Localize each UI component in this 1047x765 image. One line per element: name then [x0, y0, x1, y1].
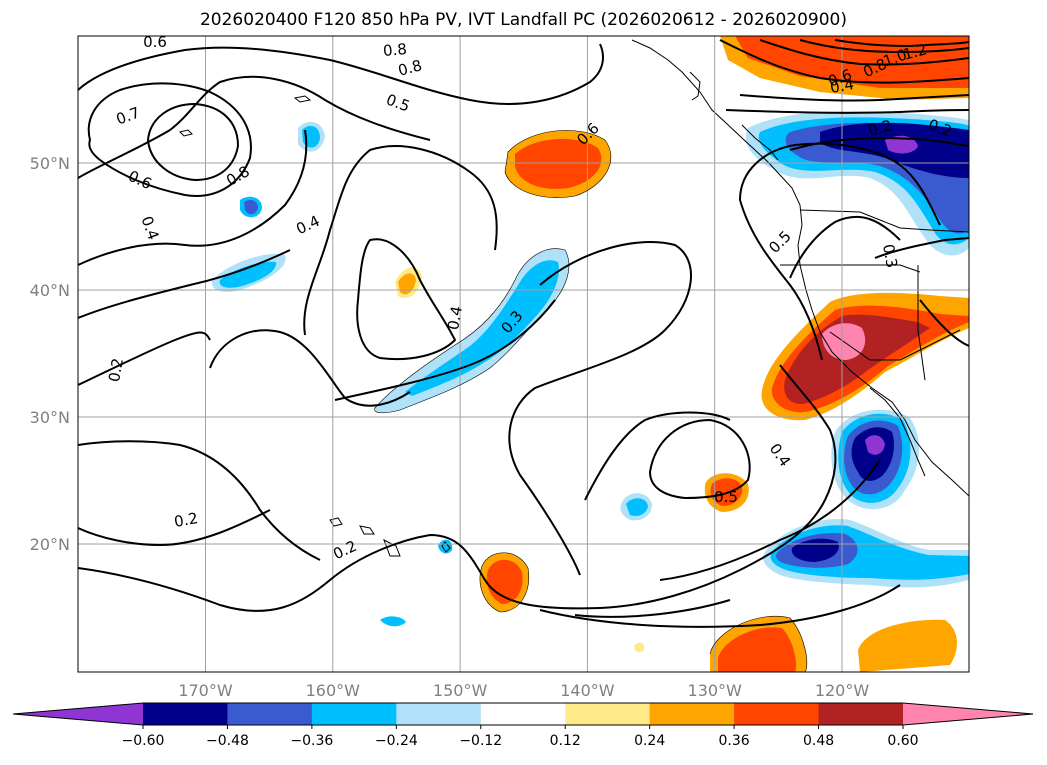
- colorbar-tick-label: 0.60: [887, 733, 918, 749]
- contour-label: 0.4: [444, 305, 466, 332]
- lat-label: 30°N: [30, 408, 70, 427]
- lon-label: 160°W: [306, 681, 361, 700]
- map-title: 2026020400 F120 850 hPa PV, IVT Landfall…: [199, 10, 847, 30]
- colorbar-segment: [311, 703, 397, 725]
- contour-label: 0.8: [382, 40, 407, 60]
- lat-label: 20°N: [30, 535, 70, 554]
- colorbar-segment: [818, 703, 904, 725]
- colorbar-segment: [480, 703, 566, 725]
- colorbar-segment: [227, 703, 313, 725]
- contour-label: 1.2: [901, 40, 929, 64]
- lon-label: 140°W: [560, 681, 615, 700]
- colorbar: −0.60 −0.48 −0.36 −0.24 −0.12 0.12 0.24 0.36 0.4…: [12, 702, 1034, 749]
- colorbar-tick-label: −0.24: [375, 733, 418, 749]
- lat-axis: 50°N 40°N 30°N 20°N: [30, 154, 70, 554]
- colorbar-tick-label: 0.24: [634, 733, 665, 749]
- colorbar-extend-min: [13, 703, 143, 725]
- ivt-contours: [78, 39, 969, 628]
- colorbar-tick-label: 0.48: [803, 733, 834, 749]
- contour-label: 0.4: [766, 440, 794, 470]
- colorbar-segment: [143, 703, 228, 725]
- contour-label: 0.7: [114, 103, 143, 128]
- lon-label: 130°W: [688, 681, 743, 700]
- contour-label: 0.5: [765, 227, 795, 257]
- colorbar-segment: [565, 703, 651, 725]
- lon-label: 150°W: [433, 681, 488, 700]
- contour-label: 0.8: [396, 56, 424, 80]
- coastlines: [179, 39, 969, 557]
- colorbar-extend-max: [903, 703, 1033, 725]
- colorbar-tick-label: 0.12: [550, 733, 581, 749]
- contour-label: 0.4: [137, 214, 162, 243]
- lat-label: 50°N: [30, 154, 70, 173]
- contour-label: 0.4: [829, 75, 856, 97]
- lon-label: 120°W: [815, 681, 870, 700]
- colorbar-tick-label: −0.36: [290, 733, 333, 749]
- colorbar-tick-label: 0.36: [719, 733, 750, 749]
- pv-outlines: [374, 130, 808, 672]
- map-frame: [77, 35, 970, 673]
- colorbar-tick-label: −0.48: [206, 733, 249, 749]
- contour-label: 0.2: [330, 537, 359, 563]
- contour-label: 0.5: [714, 488, 738, 506]
- contour-label: 0.2: [105, 357, 127, 384]
- colorbar-tick-label: −0.60: [122, 733, 165, 749]
- contour-label: 0.6: [125, 167, 154, 193]
- contour-label: 0.2: [173, 509, 200, 531]
- contour-label: 0.4: [293, 212, 322, 238]
- contour-label: 0.5: [384, 90, 413, 115]
- colorbar-segment: [734, 703, 820, 725]
- colorbar-tick-label: −0.12: [459, 733, 502, 749]
- lat-label: 40°N: [30, 281, 70, 300]
- contour-label: 0.2: [866, 116, 894, 140]
- contour-label: 0.6: [143, 33, 167, 51]
- lon-label: 170°W: [178, 681, 233, 700]
- contour-label: 0.3: [879, 243, 901, 270]
- lon-axis: 170°W 160°W 150°W 140°W 130°W 120°W: [178, 681, 869, 700]
- colorbar-segment: [649, 703, 735, 725]
- colorbar-segment: [396, 703, 482, 725]
